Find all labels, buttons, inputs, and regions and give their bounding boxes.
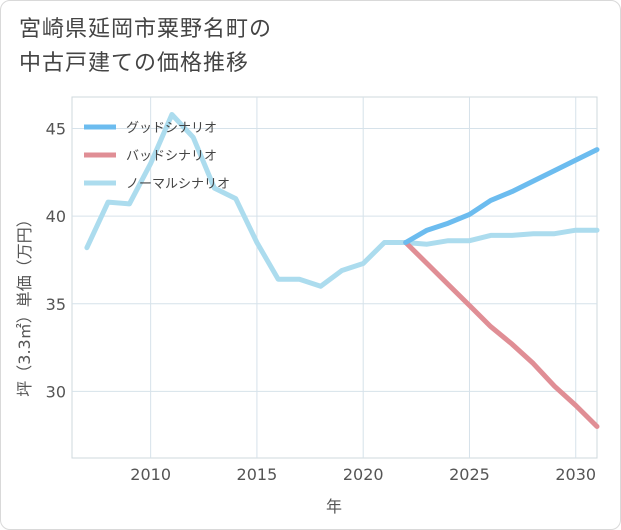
chart-title-line-1: 宮崎県延岡市粟野名町の (19, 17, 273, 42)
x-tick-label: 2025 (449, 465, 490, 484)
y-tick-label: 45 (46, 120, 66, 139)
chart-title-line-2: 中古戸建ての価格推移 (19, 51, 250, 76)
series-line-0 (403, 147, 600, 245)
x-tick-labels: 2010 2015 2020 2025 2030 (130, 465, 596, 484)
legend-label: バッドシナリオ (126, 149, 217, 164)
series-line-1 (403, 240, 600, 429)
x-axis-label: 年 (326, 497, 342, 516)
legend-label: ノーマルシナリオ (126, 177, 230, 192)
y-axis-label: 坪（3.3㎡）単価（万円） (15, 211, 34, 396)
y-tick-label: 40 (46, 207, 66, 226)
chart-title: 宮崎県延岡市粟野名町の 中古戸建ての価格推移 (19, 13, 272, 81)
x-tick-label: 2015 (237, 465, 278, 484)
series-line-2 (84, 112, 600, 289)
x-tick-label: 2010 (130, 465, 171, 484)
x-tick-label: 2030 (555, 465, 596, 484)
gridlines (72, 97, 597, 458)
x-tick-label: 2020 (343, 465, 384, 484)
y-tick-labels: 30 35 40 45 (46, 120, 66, 402)
y-tick-label: 35 (46, 295, 66, 314)
series-lines (84, 112, 600, 429)
y-tick-label: 30 (46, 382, 66, 401)
legend-label: グッドシナリオ (126, 121, 217, 136)
